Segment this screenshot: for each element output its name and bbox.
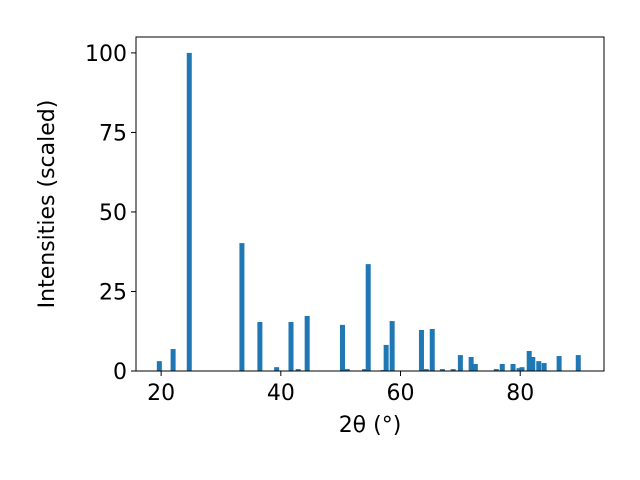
bar [274, 367, 280, 371]
bar [257, 322, 263, 371]
bar [499, 364, 505, 371]
x-tick-label: 60 [387, 381, 415, 406]
y-tick-label: 25 [99, 280, 127, 305]
bar [556, 356, 562, 371]
bar [186, 52, 192, 372]
bar [510, 364, 516, 371]
bar [536, 361, 542, 371]
y-tick-label: 75 [99, 121, 127, 146]
y-tick-label: 50 [99, 201, 127, 226]
bar [516, 368, 522, 371]
bar [295, 369, 301, 371]
bar [429, 329, 435, 371]
bar [519, 367, 525, 371]
bar [530, 357, 536, 371]
bar [288, 322, 294, 371]
x-tick-label: 80 [506, 381, 534, 406]
bar [383, 344, 389, 371]
plot-frame [135, 36, 605, 372]
bar [344, 369, 350, 371]
bar [457, 355, 463, 371]
bar [170, 349, 176, 371]
x-axis-label: 2θ (°) [339, 413, 402, 438]
bar [468, 357, 474, 371]
bar [389, 321, 395, 371]
bar [365, 264, 371, 371]
bar [450, 369, 456, 371]
bar [304, 315, 310, 371]
x-tick-label: 40 [267, 381, 295, 406]
bar [239, 243, 245, 371]
bar [493, 369, 499, 371]
bar [439, 369, 445, 371]
bar [541, 363, 547, 371]
y-tick-label: 100 [85, 42, 127, 67]
bar [339, 324, 345, 371]
y-tick-label: 0 [113, 360, 127, 385]
bar [575, 355, 581, 371]
bar [423, 369, 429, 371]
bar [526, 350, 532, 371]
bar [472, 364, 478, 371]
bar [156, 361, 162, 371]
y-axis-label: Intensities (scaled) [35, 100, 60, 309]
bar [362, 369, 368, 371]
bar [418, 329, 424, 371]
x-tick-label: 20 [147, 381, 175, 406]
